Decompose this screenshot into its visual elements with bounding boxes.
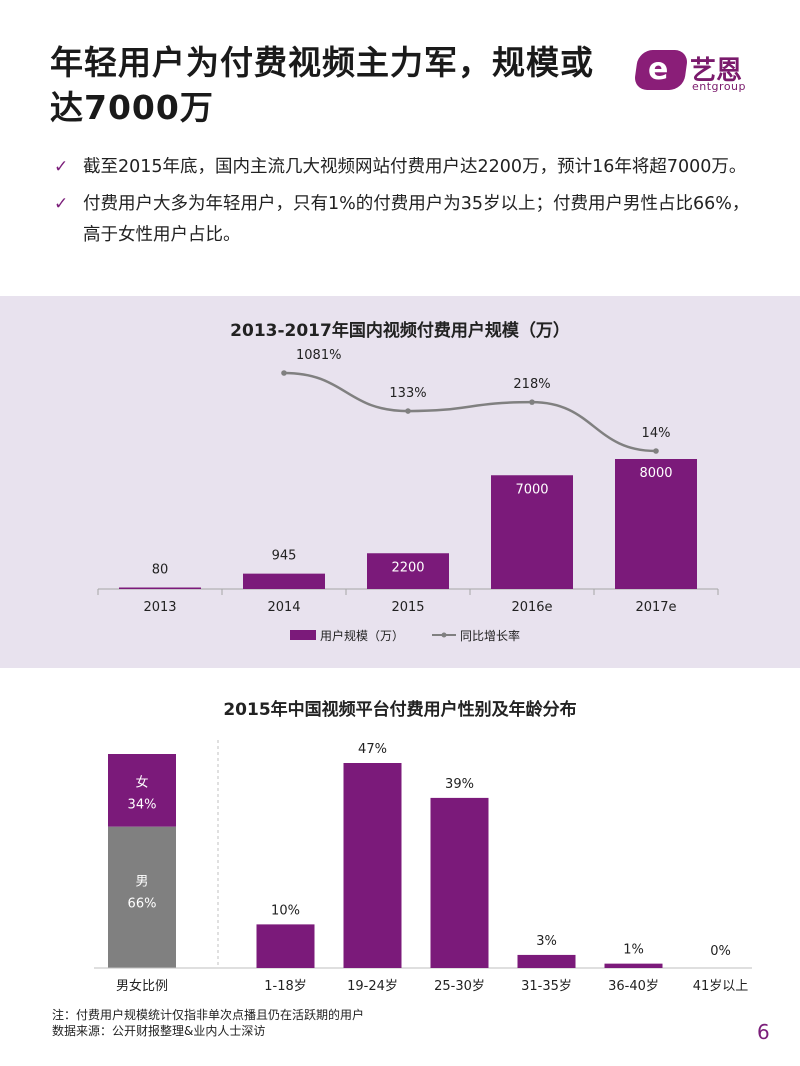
page-title: 年轻用户为付费视频主力军，规模或达7000万 (50, 43, 594, 127)
user-scale-chart: 80 2013 945 2014 2200 2015 7000 2016e 8000 2017e 1… (97, 348, 719, 643)
bullet-text: 付费用户大多为年轻用户，只有1%的付费用户为35岁以上；付费用户男性占比66%，… (83, 194, 750, 245)
chart-title-gender-age: 2015年中国视频平台付费用户性别及年龄分布 (223, 700, 577, 720)
bar-value-label: 945 (272, 549, 297, 564)
bullet-text: 截至2015年底，国内主流几大视频网站付费用户达2200万，预计16年将超700… (83, 157, 747, 177)
x-tick-label: 2015 (391, 600, 424, 615)
age-bar-value-label: 10% (271, 903, 300, 918)
checkmark-icon: ✓ (54, 157, 69, 177)
age-bar-36-40岁 (604, 963, 663, 968)
age-bar-25-30岁 (430, 797, 489, 968)
user-scale-chart-panel: 2013-2017年国内视频付费用户规模（万） 80 2013 945 2014 220… (0, 296, 800, 668)
bar-2013 (119, 587, 201, 589)
logo-letter: e (648, 52, 669, 87)
legend-line-marker (441, 632, 447, 638)
growth-rate-line (283, 371, 657, 453)
x-tick-label: 31-35岁 (521, 979, 572, 994)
age-bar-31-35岁 (517, 954, 576, 968)
x-tick-label: 2013 (143, 600, 176, 615)
bar-2016e (491, 475, 573, 589)
gender-segment-name: 女 (135, 774, 148, 790)
gender-category-label: 男女比例 (116, 978, 168, 994)
x-tick-label: 2017e (635, 600, 676, 615)
age-bar-1-18岁 (256, 924, 315, 968)
legend-bar-label: 用户规模（万） (320, 628, 404, 643)
bar-2017e (615, 459, 697, 589)
gender-segment-value: 66% (128, 896, 157, 911)
growth-rate-point (281, 370, 287, 376)
age-bar-value-label: 0% (710, 944, 731, 959)
bullet-list: ✓ 截至2015年底，国内主流几大视频网站付费用户达2200万，预计16年将超7… (50, 152, 750, 257)
logo-chinese-name: 艺恩 (690, 56, 743, 86)
age-bar-value-label: 47% (358, 742, 387, 757)
gender-segment-name: 男 (135, 874, 148, 889)
age-bar-value-label: 3% (536, 934, 557, 949)
footnote: 注：付费用户规模统计仅指非单次点播且仍在活跃期的用户 (52, 1008, 365, 1022)
x-tick-label: 2016e (511, 600, 552, 615)
gender-segment-female (108, 754, 176, 827)
x-tick-label: 19-24岁 (347, 979, 398, 994)
x-tick-label: 25-30岁 (434, 979, 485, 994)
bar-value-label: 2200 (391, 560, 424, 575)
growth-rate-point (405, 408, 411, 414)
growth-rate-label: 14% (642, 426, 671, 441)
gender-age-chart: 女 34% 男 66% 男女比例 10% 1-18岁 47% 19-24岁 39% 25-30岁 3%… (94, 740, 752, 994)
x-tick-label: 2014 (267, 600, 300, 615)
data-source: 数据来源：公开财报整理&业内人士深访 (52, 1024, 266, 1038)
checkmark-icon: ✓ (54, 194, 69, 214)
bar-2014 (243, 573, 325, 589)
bullet-item: ✓ 付费用户大多为年轻用户，只有1%的付费用户为35岁以上；付费用户男性占比66… (50, 189, 750, 251)
growth-rate-label: 218% (513, 377, 550, 392)
bar-value-label: 8000 (639, 466, 672, 481)
age-bar-value-label: 39% (445, 777, 474, 792)
growth-rate-label: 133% (389, 386, 426, 401)
bar-value-label: 7000 (515, 482, 548, 497)
bar-2015 (367, 553, 449, 589)
entgroup-logo: e 艺恩 entgroup (633, 48, 766, 96)
x-tick-label: 41岁以上 (693, 979, 749, 994)
bullet-item: ✓ 截至2015年底，国内主流几大视频网站付费用户达2200万，预计16年将超7… (50, 152, 750, 183)
bar-value-label: 80 (152, 563, 169, 578)
growth-rate-point (653, 448, 659, 454)
x-tick-label: 1-18岁 (264, 979, 307, 994)
page-number: 6 (757, 1020, 770, 1044)
age-bar-19-24岁 (343, 763, 402, 968)
growth-rate-point (529, 399, 535, 405)
gender-segment-male (108, 826, 176, 968)
legend-line-label: 同比增长率 (460, 628, 520, 643)
gender-segment-value: 34% (128, 797, 157, 812)
age-bar-value-label: 1% (623, 943, 644, 958)
chart-title-user-scale: 2013-2017年国内视频付费用户规模（万） (230, 321, 570, 341)
x-tick-label: 36-40岁 (608, 979, 659, 994)
logo-english-name: entgroup (692, 80, 746, 93)
legend-bar-swatch (290, 630, 316, 640)
growth-rate-label: 1081% (296, 348, 341, 363)
